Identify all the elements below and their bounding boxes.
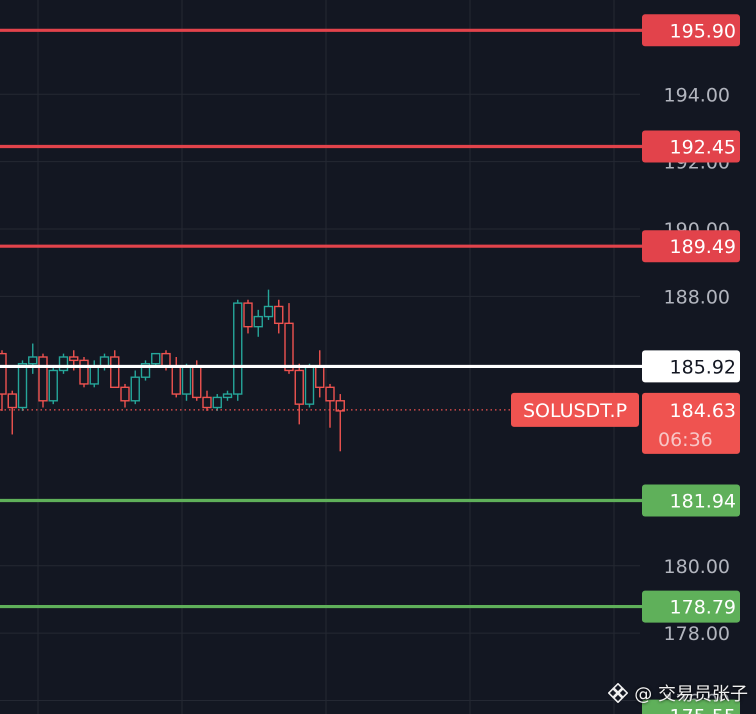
level-tag <box>642 230 740 263</box>
candle-body <box>192 366 202 399</box>
candle <box>325 383 335 428</box>
candle <box>304 363 315 408</box>
candle-body <box>304 366 315 405</box>
candle <box>58 353 69 374</box>
candle <box>202 390 212 411</box>
symbol-tag <box>511 392 639 427</box>
candle <box>140 360 151 381</box>
level-tag <box>642 590 740 623</box>
candle-body <box>38 356 48 402</box>
symbol-label: SOLUSDT.P <box>523 400 627 422</box>
y-tick-label: 178.00 <box>664 623 730 645</box>
y-tick-label: 194.00 <box>664 84 730 106</box>
price-levels[interactable]: 195.90 192.45 189.49 185.92 181.94 178.79 175.… <box>0 14 740 714</box>
candle-body <box>79 359 89 385</box>
level-label: 195.90 <box>670 20 736 42</box>
candle <box>274 299 284 334</box>
candle <box>79 357 89 388</box>
candle-body <box>48 369 58 402</box>
level-support[interactable]: 175.55 <box>0 699 740 714</box>
candle-body <box>181 366 192 395</box>
candle-body <box>69 356 79 362</box>
candle-body <box>325 386 335 402</box>
level-resistance[interactable]: 192.45 <box>0 130 740 163</box>
last-price-label: 184.63 <box>670 400 736 422</box>
level-current[interactable]: 185.92 <box>0 350 740 383</box>
candle-body <box>130 376 140 402</box>
candle-body <box>17 363 28 409</box>
last-price-tag: SOLUSDT.P 184.63 06:36 <box>511 392 740 454</box>
candle-body <box>120 386 130 402</box>
level-resistance[interactable]: 189.49 <box>0 230 740 263</box>
candle <box>7 390 17 435</box>
candle-body <box>222 393 233 399</box>
level-label: 175.55 <box>670 706 736 714</box>
level-label: 181.94 <box>670 490 736 512</box>
candle <box>222 390 233 401</box>
level-label: 185.92 <box>670 356 736 378</box>
candle-body <box>151 352 161 365</box>
candle <box>243 299 253 334</box>
candle-body <box>202 396 212 409</box>
candle-body <box>253 315 263 328</box>
candle-body <box>263 305 274 318</box>
candle <box>120 383 130 408</box>
level-support[interactable]: 181.94 <box>0 484 740 517</box>
level-tag <box>642 14 740 47</box>
candle <box>233 299 243 401</box>
candles <box>0 289 345 452</box>
candle-body <box>274 305 284 325</box>
candle-body <box>335 400 345 412</box>
level-label: 178.79 <box>670 597 736 619</box>
candle-body <box>89 366 99 385</box>
binance-logo-icon <box>608 683 629 703</box>
last-price-tag-box <box>642 392 740 454</box>
level-tag <box>642 699 740 714</box>
y-tick-label: 188.00 <box>664 286 730 308</box>
level-label: 192.45 <box>670 137 736 159</box>
candle <box>110 350 120 389</box>
candle-body <box>58 356 69 372</box>
level-resistance[interactable]: 195.90 <box>0 14 740 47</box>
level-label: 189.49 <box>670 236 736 258</box>
candle <box>253 309 263 337</box>
candle <box>28 343 38 374</box>
candle-body <box>315 366 325 389</box>
watermark: @ 交易员张子 <box>608 680 748 706</box>
candle-body <box>171 366 181 395</box>
candle <box>48 367 58 405</box>
level-tag <box>642 484 740 517</box>
candle <box>335 394 345 452</box>
candle-body <box>0 352 7 395</box>
candle-body <box>212 396 222 409</box>
watermark-text: @ 交易员张子 <box>634 684 748 705</box>
candle-body <box>28 356 38 365</box>
candle <box>38 353 48 408</box>
candle-body <box>7 393 17 409</box>
countdown-label: 06:36 <box>658 429 713 451</box>
candle-body <box>140 363 151 378</box>
candle-body <box>110 356 120 389</box>
candle <box>263 289 274 320</box>
candle-body <box>284 322 294 372</box>
candle-body <box>243 302 253 328</box>
candle <box>284 303 294 374</box>
candle-body <box>233 302 243 395</box>
candle <box>130 370 140 405</box>
level-tag <box>642 350 740 383</box>
level-tag <box>642 130 740 163</box>
level-support[interactable]: 178.79 <box>0 590 740 623</box>
grid <box>0 0 640 714</box>
candle-body <box>294 369 304 405</box>
candle <box>0 350 7 411</box>
y-tick-label: 180.00 <box>664 556 730 578</box>
